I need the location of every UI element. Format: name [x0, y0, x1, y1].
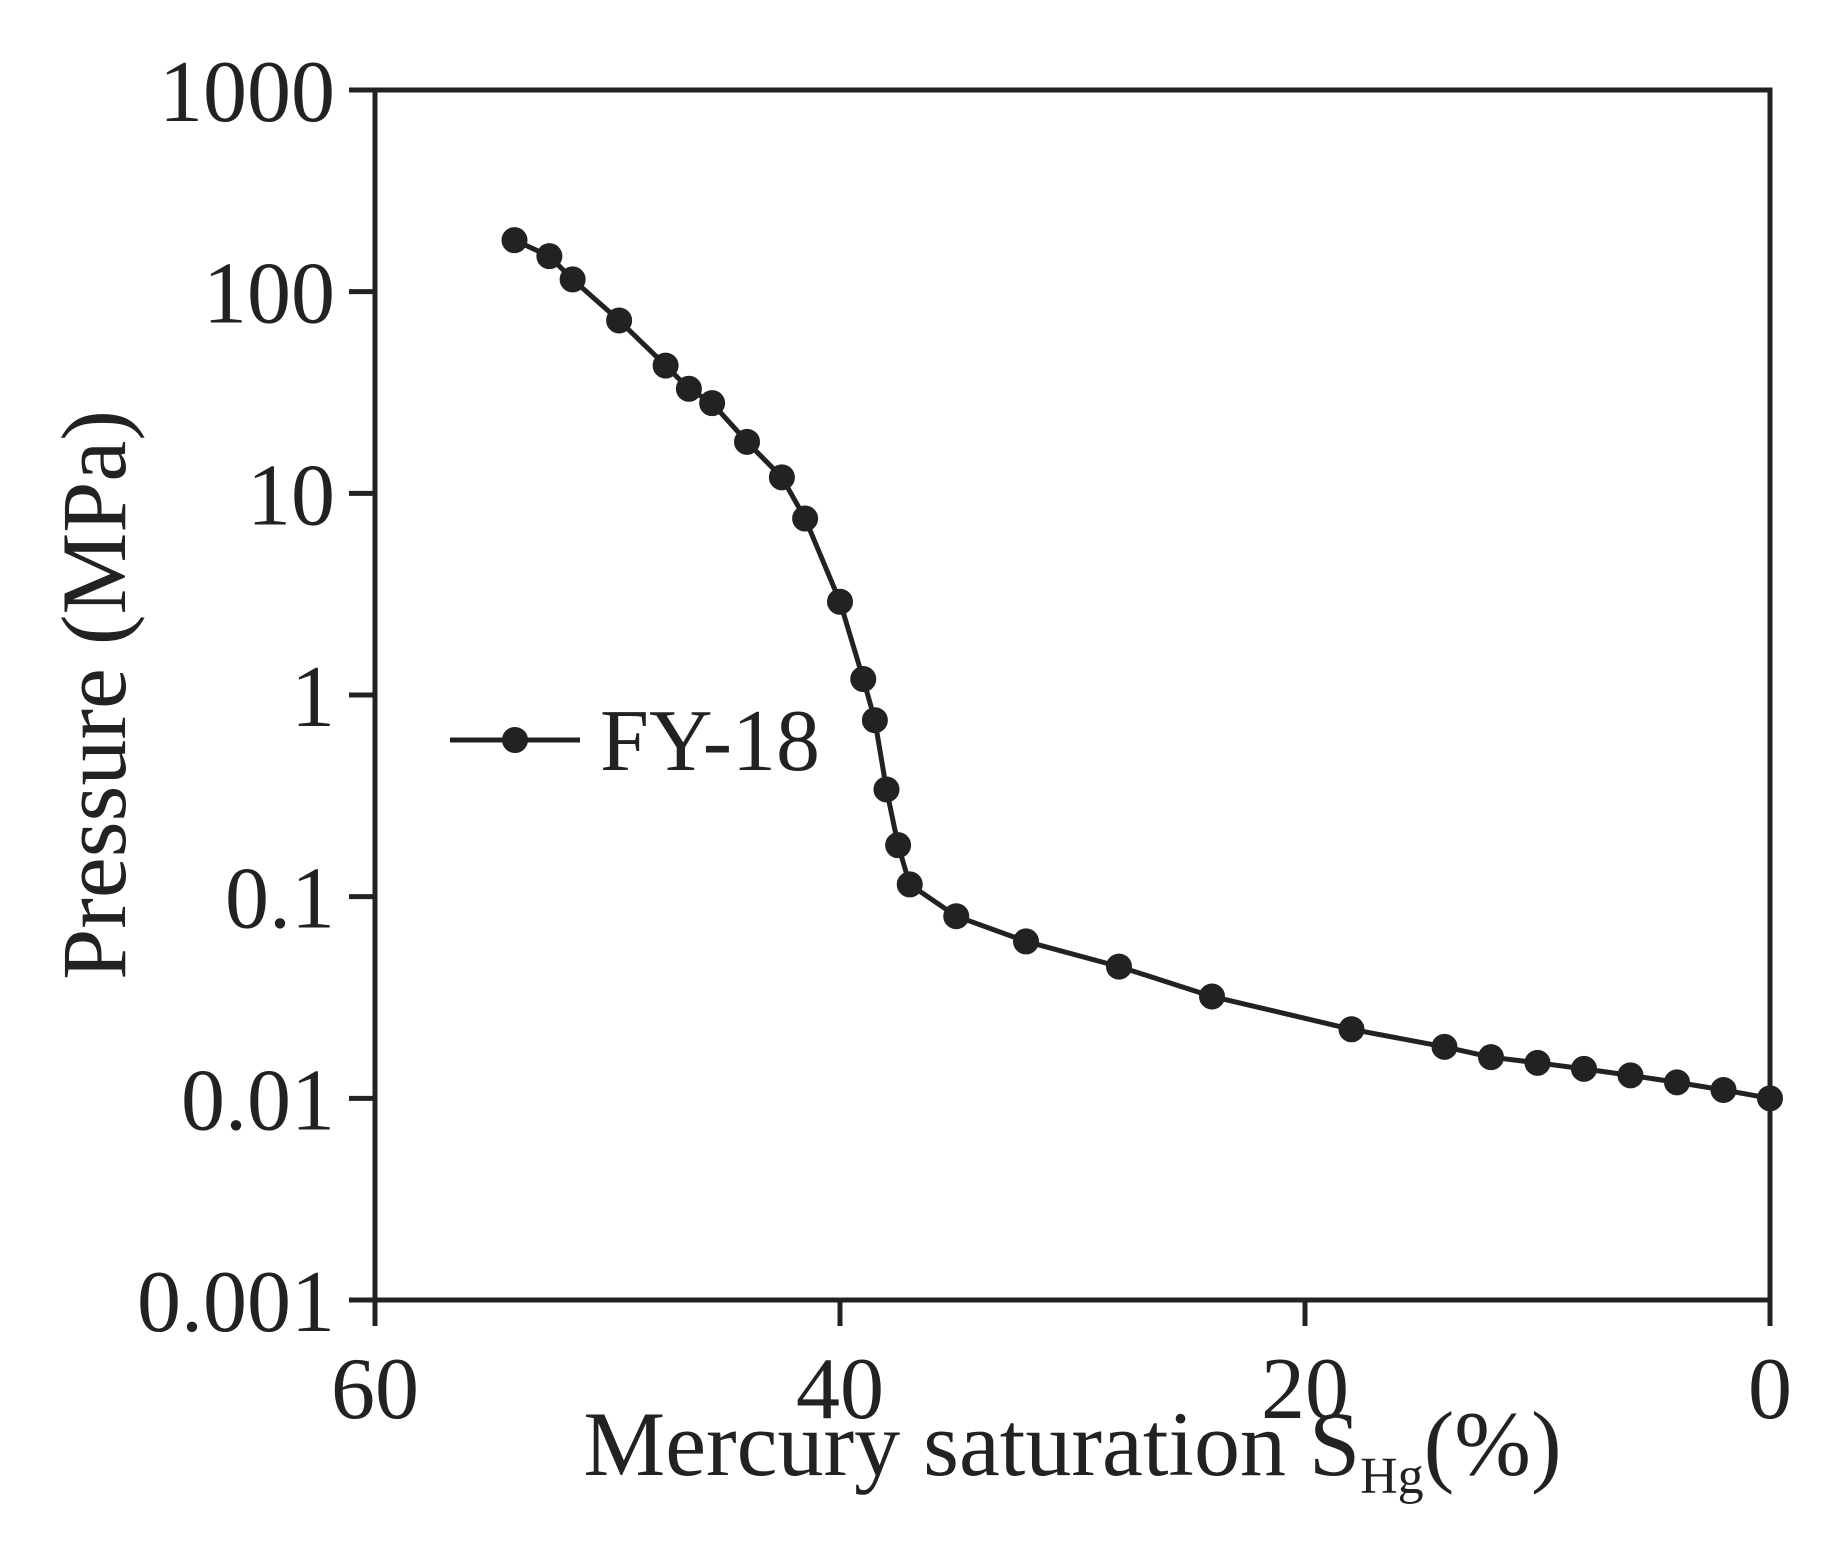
y-axis-tick-label: 100 [203, 246, 335, 343]
x-axis-title-subscript: Hg [1360, 1448, 1424, 1505]
data-point [943, 903, 970, 930]
data-point [1013, 928, 1039, 955]
labels-layer: Pressure (MPa) Mercury saturation SHg(%) [43, 410, 1562, 1505]
y-axis-tick-label: 10 [247, 447, 335, 544]
x-axis-title: Mercury saturation SHg(%) [583, 1393, 1561, 1505]
data-point [501, 227, 528, 254]
data-point [1199, 983, 1225, 1010]
data-point [559, 266, 586, 293]
data-point [536, 243, 563, 270]
legend: FY-18 [450, 693, 820, 790]
series-layer [501, 227, 1783, 1112]
data-point [885, 832, 912, 859]
data-point [1664, 1069, 1690, 1096]
x-axis-tick-label: 40 [796, 1341, 884, 1438]
legend-marker-fy-18 [502, 727, 528, 753]
data-point [850, 666, 877, 693]
x-axis-tick-label: 60 [331, 1341, 419, 1438]
data-point [792, 505, 819, 532]
data-point [1571, 1055, 1597, 1082]
data-point [1338, 1016, 1365, 1043]
x-axis-title-unit: (%) [1424, 1393, 1562, 1495]
x-axis-title-main: Mercury saturation S [583, 1393, 1360, 1495]
data-point [1431, 1033, 1458, 1060]
data-point [675, 375, 702, 402]
data-point [652, 352, 679, 379]
data-point [1478, 1044, 1504, 1071]
data-point [1524, 1049, 1551, 1076]
data-point [1710, 1076, 1737, 1103]
data-point [699, 390, 726, 417]
data-point [873, 776, 900, 803]
y-axis-tick-label: 0.1 [225, 851, 335, 948]
data-point [768, 464, 795, 491]
y-axis-tick-label: 0.001 [137, 1254, 335, 1351]
data-point [861, 707, 888, 734]
plot-frame [372, 87, 1773, 1303]
y-axis-title: Pressure (MPa) [43, 410, 145, 980]
y-axis-tick-label: 0.01 [181, 1052, 335, 1149]
x-axis-tick-label: 20 [1261, 1341, 1349, 1438]
data-point [1757, 1085, 1783, 1112]
legend-item-fy-18: FY-18 [450, 693, 820, 790]
y-axis-tick-label: 1000 [159, 44, 335, 141]
data-point [1106, 953, 1132, 980]
ticks-layer: 60 40 20 0 1000 100 10 1 0.1 0.01 0.001 [137, 44, 1792, 1438]
x-axis-tick-label: 0 [1748, 1341, 1792, 1438]
series-line-fy-18 [512, 237, 1773, 1101]
data-point [606, 307, 633, 334]
data-point [734, 428, 760, 455]
data-point [1617, 1062, 1644, 1089]
series-fy-18 [501, 227, 1783, 1112]
legend-label-fy-18: FY-18 [600, 693, 820, 790]
data-point [827, 588, 853, 615]
y-axis-tick-label: 1 [291, 649, 335, 746]
data-point [896, 871, 923, 898]
